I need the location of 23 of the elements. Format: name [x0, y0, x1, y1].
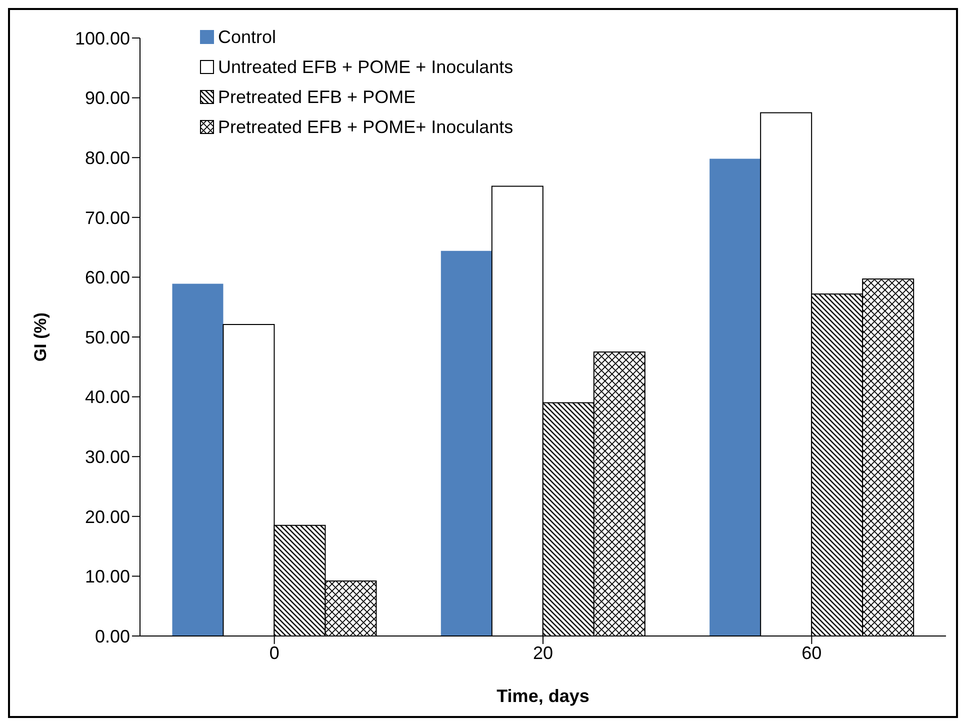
bar	[710, 158, 761, 636]
legend-label: Pretreated EFB + POME	[218, 86, 416, 108]
x-axis-title: Time, days	[496, 686, 590, 706]
y-tick-label: 0.00	[94, 626, 130, 646]
y-tick-label: 80.00	[84, 148, 130, 168]
y-tick-label: 10.00	[84, 566, 130, 587]
y-tick-label: 70.00	[84, 208, 130, 228]
y-tick-label: 20.00	[84, 506, 130, 527]
bar	[172, 284, 224, 636]
y-tick-label: 100.00	[74, 28, 130, 48]
x-tick-label: 0	[269, 642, 280, 663]
y-tick-label: 90.00	[84, 88, 130, 108]
legend-label: Untreated EFB + POME + Inoculants	[218, 56, 514, 78]
y-axis-title: GI (%)	[31, 312, 50, 362]
x-tick-label: 60	[802, 642, 822, 663]
y-tick-label: 40.00	[84, 387, 130, 408]
y-tick-label: 50.00	[84, 327, 130, 348]
legend-label: Pretreated EFB + POME+ Inoculants	[218, 116, 514, 138]
legend-label: Control	[218, 26, 276, 48]
bar	[440, 250, 492, 636]
y-tick-label: 30.00	[84, 446, 130, 467]
y-tick-label: 60.00	[84, 268, 130, 288]
x-tick-label: 20	[532, 642, 554, 663]
